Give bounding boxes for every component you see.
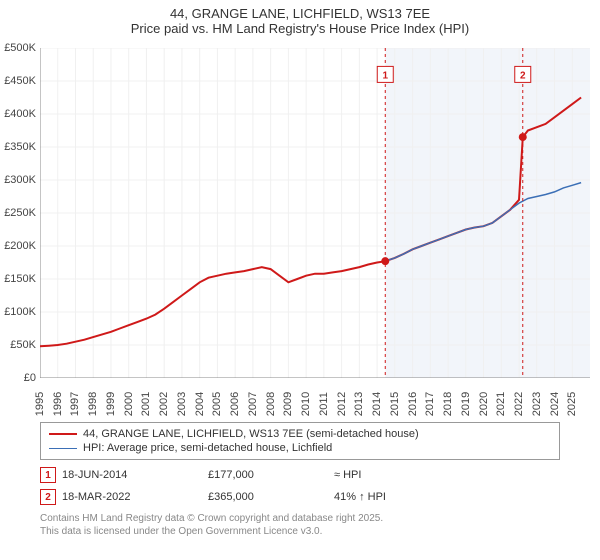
y-tick-label: £200K (0, 240, 36, 252)
y-tick-label: £150K (0, 273, 36, 285)
x-tick-label: 2021 (495, 392, 507, 416)
x-tick-label: 2024 (549, 392, 561, 416)
x-tick-label: 2015 (389, 392, 401, 416)
title-line-1: 44, GRANGE LANE, LICHFIELD, WS13 7EE (0, 6, 600, 21)
legend-label: 44, GRANGE LANE, LICHFIELD, WS13 7EE (se… (83, 428, 419, 440)
x-tick-label: 2009 (282, 392, 294, 416)
x-tick-label: 2020 (478, 392, 490, 416)
x-tick-label: 1997 (69, 392, 81, 416)
x-tick-label: 2006 (229, 392, 241, 416)
x-tick-label: 2022 (513, 392, 525, 416)
x-tick-label: 2023 (531, 392, 543, 416)
x-tick-label: 2011 (318, 392, 330, 416)
attribution: Contains HM Land Registry data © Crown c… (40, 512, 560, 538)
sales-row-date: 18-JUN-2014 (62, 469, 202, 481)
x-tick-label: 2016 (407, 392, 419, 416)
chart-area: 12 £0£50K£100K£150K£200K£250K£300K£350K£… (0, 38, 600, 418)
x-tick-label: 2005 (211, 392, 223, 416)
y-tick-label: £450K (0, 75, 36, 87)
x-tick-label: 2018 (442, 392, 454, 416)
x-tick-label: 2019 (460, 392, 472, 416)
x-tick-label: 2000 (123, 392, 135, 416)
sales-row-price: £177,000 (208, 469, 328, 481)
x-tick-label: 2025 (566, 392, 578, 416)
y-tick-label: £250K (0, 207, 36, 219)
x-tick-label: 1996 (52, 392, 64, 416)
sales-row: 2 18-MAR-2022 £365,000 41% ↑ HPI (40, 486, 560, 508)
sales-row: 1 18-JUN-2014 £177,000 ≈ HPI (40, 464, 560, 486)
x-tick-label: 2004 (194, 392, 206, 416)
x-tick-label: 1999 (105, 392, 117, 416)
legend-item: 44, GRANGE LANE, LICHFIELD, WS13 7EE (se… (49, 427, 551, 441)
x-tick-label: 2012 (336, 392, 348, 416)
attribution-line-1: Contains HM Land Registry data © Crown c… (40, 512, 560, 525)
x-tick-label: 2013 (353, 392, 365, 416)
x-tick-label: 2010 (300, 392, 312, 416)
y-tick-label: £100K (0, 306, 36, 318)
x-tick-label: 1995 (34, 392, 46, 416)
x-tick-label: 2003 (176, 392, 188, 416)
y-tick-label: £50K (0, 339, 36, 351)
sales-row-delta: 41% ↑ HPI (334, 491, 454, 503)
y-tick-label: £400K (0, 108, 36, 120)
attribution-line-2: This data is licensed under the Open Gov… (40, 525, 560, 538)
sale-marker-label-2: 2 (520, 70, 526, 81)
x-tick-label: 2007 (247, 392, 259, 416)
chart-svg: 12 (40, 48, 590, 378)
y-tick-label: £0 (0, 372, 36, 384)
sales-row-marker: 1 (40, 467, 56, 483)
x-tick-label: 2017 (424, 392, 436, 416)
legend-item: HPI: Average price, semi-detached house,… (49, 441, 551, 455)
chart-title: 44, GRANGE LANE, LICHFIELD, WS13 7EE Pri… (0, 0, 600, 38)
sales-row-price: £365,000 (208, 491, 328, 503)
sales-row-date: 18-MAR-2022 (62, 491, 202, 503)
x-tick-label: 2002 (158, 392, 170, 416)
legend-swatch (49, 448, 77, 449)
x-tick-label: 2008 (265, 392, 277, 416)
y-tick-label: £350K (0, 141, 36, 153)
x-tick-label: 1998 (87, 392, 99, 416)
x-tick-label: 2014 (371, 392, 383, 416)
sale-marker-label-1: 1 (382, 70, 388, 81)
sales-row-delta: ≈ HPI (334, 469, 454, 481)
sale-marker-dot-2 (519, 133, 527, 141)
legend-label: HPI: Average price, semi-detached house,… (83, 442, 332, 454)
legend-swatch (49, 433, 77, 435)
sales-table: 1 18-JUN-2014 £177,000 ≈ HPI 2 18-MAR-2022 £36… (40, 464, 560, 508)
y-tick-label: £500K (0, 42, 36, 54)
sales-row-marker: 2 (40, 489, 56, 505)
title-line-2: Price paid vs. HM Land Registry's House … (0, 21, 600, 36)
sale-marker-dot-1 (381, 257, 389, 265)
y-tick-label: £300K (0, 174, 36, 186)
legend: 44, GRANGE LANE, LICHFIELD, WS13 7EE (se… (40, 422, 560, 460)
x-tick-label: 2001 (140, 392, 152, 416)
